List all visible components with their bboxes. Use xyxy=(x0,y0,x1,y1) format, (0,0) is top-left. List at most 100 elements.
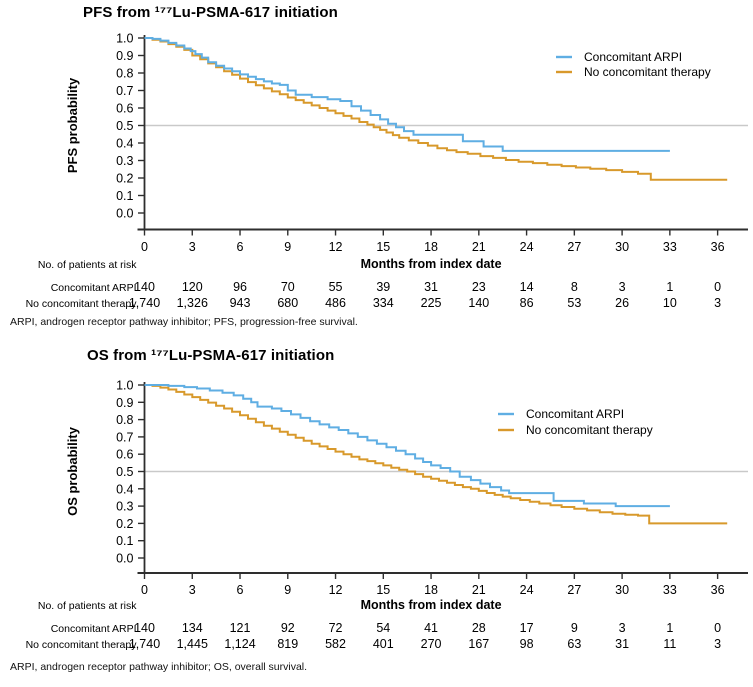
risk-count: 98 xyxy=(520,637,534,651)
risk-table-caption: No. of patients at risk xyxy=(38,259,137,271)
x-tick-label: 24 xyxy=(520,583,534,597)
y-tick-label: 0.7 xyxy=(116,84,133,98)
risk-count: 1,740 xyxy=(129,296,160,310)
y-tick-label: 0.3 xyxy=(116,500,133,514)
risk-count: 0 xyxy=(714,280,721,294)
risk-count: 86 xyxy=(520,296,534,310)
risk-count: 819 xyxy=(277,637,298,651)
x-tick-label: 21 xyxy=(472,240,486,254)
x-tick-label: 33 xyxy=(663,583,677,597)
y-tick-label: 0.9 xyxy=(116,396,133,410)
legend-label-1: No concomitant therapy xyxy=(526,423,653,437)
series-line-concomitant-arpi xyxy=(144,37,670,152)
y-tick-label: 0.4 xyxy=(116,137,133,151)
x-axis-title: Months from index date xyxy=(361,257,502,271)
x-tick-label: 36 xyxy=(711,583,725,597)
x-axis-title: Months from index date xyxy=(361,598,502,612)
series-line-no-concomitant-therapy xyxy=(144,384,728,525)
x-tick-label: 33 xyxy=(663,240,677,254)
x-tick-label: 27 xyxy=(567,240,581,254)
risk-count: 3 xyxy=(714,637,721,651)
pfs-chart-section: PFS from ¹⁷⁷Lu-PSMA-617 initiation 0.0 0.… xyxy=(0,0,753,340)
risk-count: 54 xyxy=(376,621,390,635)
risk-count: 28 xyxy=(472,621,486,635)
risk-count: 10 xyxy=(663,296,677,310)
y-tick-label: 0.0 xyxy=(116,552,133,566)
series-line-concomitant-arpi xyxy=(144,384,670,508)
y-tick-label: 0.6 xyxy=(116,448,133,462)
risk-count: 582 xyxy=(325,637,346,651)
risk-count: 1,740 xyxy=(129,637,160,651)
y-tick-label: 0.1 xyxy=(116,534,133,548)
risk-row-label: No concomitant therapy xyxy=(26,298,138,310)
y-tick-label: 0.9 xyxy=(116,49,133,63)
y-tick-label: 0.4 xyxy=(116,482,133,496)
risk-count: 3 xyxy=(714,296,721,310)
risk-count: 53 xyxy=(567,296,581,310)
x-tick-label: 36 xyxy=(711,240,725,254)
pfs-chart-title: PFS from ¹⁷⁷Lu-PSMA-617 initiation xyxy=(83,4,338,21)
os-footnote: ARPI, androgen receptor pathway inhibito… xyxy=(10,661,308,673)
risk-count: 14 xyxy=(520,280,534,294)
y-tick-label: 0.8 xyxy=(116,67,133,81)
x-tick-label: 0 xyxy=(141,583,148,597)
risk-count: 23 xyxy=(472,280,486,294)
risk-count: 270 xyxy=(421,637,442,651)
risk-count: 96 xyxy=(233,280,247,294)
y-axis-title: OS probability xyxy=(65,426,80,516)
x-tick-label: 12 xyxy=(329,240,343,254)
risk-count: 63 xyxy=(567,637,581,651)
risk-count: 334 xyxy=(373,296,394,310)
os-chart-section: OS from ¹⁷⁷Lu-PSMA-617 initiation 0.0 0.1… xyxy=(0,340,753,687)
x-tick-label: 3 xyxy=(189,583,196,597)
x-tick-label: 30 xyxy=(615,583,629,597)
x-tick-label: 21 xyxy=(472,583,486,597)
risk-count: 225 xyxy=(421,296,442,310)
risk-count: 1,445 xyxy=(177,637,208,651)
y-tick-label: 1.0 xyxy=(116,379,133,393)
legend-label-0: Concomitant ARPI xyxy=(584,50,682,64)
risk-count: 167 xyxy=(468,637,489,651)
x-tick-label: 24 xyxy=(520,240,534,254)
x-tick-label: 27 xyxy=(567,583,581,597)
risk-count: 140 xyxy=(468,296,489,310)
risk-count: 92 xyxy=(281,621,295,635)
risk-row-label: Concomitant ARPI xyxy=(51,623,137,635)
y-tick-label: 0.7 xyxy=(116,430,133,444)
risk-count: 41 xyxy=(424,621,438,635)
y-tick-label: 0.8 xyxy=(116,413,133,427)
pfs-footnote: ARPI, androgen receptor pathway inhibito… xyxy=(10,316,358,328)
risk-count: 1,124 xyxy=(224,637,255,651)
x-tick-label: 18 xyxy=(424,583,438,597)
x-tick-label: 15 xyxy=(376,240,390,254)
risk-count: 17 xyxy=(520,621,534,635)
risk-count: 70 xyxy=(281,280,295,294)
y-tick-label: 0.2 xyxy=(116,517,133,531)
risk-count: 1 xyxy=(666,621,673,635)
risk-count: 680 xyxy=(277,296,298,310)
risk-count: 134 xyxy=(182,621,203,635)
x-tick-label: 30 xyxy=(615,240,629,254)
y-axis-title: PFS probability xyxy=(65,77,80,173)
y-tick-label: 0.6 xyxy=(116,102,133,116)
risk-row-label: Concomitant ARPI xyxy=(51,282,137,294)
risk-count: 140 xyxy=(134,280,155,294)
x-tick-label: 9 xyxy=(284,240,291,254)
risk-count: 3 xyxy=(619,280,626,294)
x-tick-label: 15 xyxy=(376,583,390,597)
x-tick-label: 18 xyxy=(424,240,438,254)
risk-count: 8 xyxy=(571,280,578,294)
x-tick-label: 0 xyxy=(141,240,148,254)
risk-count: 26 xyxy=(615,296,629,310)
risk-row-label: No concomitant therapy xyxy=(26,639,138,651)
legend-label-0: Concomitant ARPI xyxy=(526,407,624,421)
pfs-km-plot: 0.0 0.1 0.2 0.3 0.4 0.5 0.6 0.7 0.8 0.9 1.0 PFS pro… xyxy=(26,32,748,310)
y-tick-label: 0.2 xyxy=(116,172,133,186)
x-tick-label: 3 xyxy=(189,240,196,254)
x-tick-label: 9 xyxy=(284,583,291,597)
risk-count: 9 xyxy=(571,621,578,635)
x-tick-label: 12 xyxy=(329,583,343,597)
y-tick-label: 0.0 xyxy=(116,207,133,221)
y-tick-label: 0.5 xyxy=(116,465,133,479)
